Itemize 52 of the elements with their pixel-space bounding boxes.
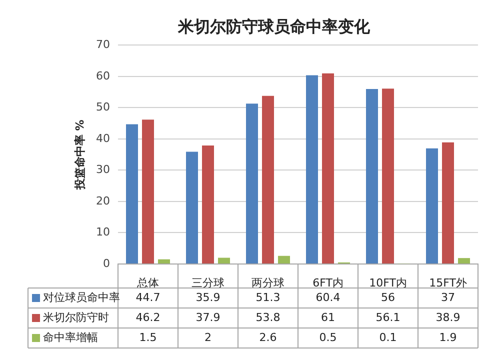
data-label: 35.9 <box>196 290 220 304</box>
y-tick-label: 50 <box>96 100 110 114</box>
data-label: 51.3 <box>256 290 280 304</box>
data-label: 53.8 <box>256 310 280 324</box>
bar <box>142 120 154 264</box>
data-label: 37 <box>441 290 455 304</box>
y-axis-title: 投篮命中率 % <box>73 120 86 191</box>
bar <box>322 73 334 264</box>
bar <box>458 258 470 264</box>
y-tick-label: 10 <box>96 226 110 239</box>
y-tick-label: 0 <box>103 256 110 270</box>
data-label: 56.1 <box>376 310 400 324</box>
bar <box>366 88 378 264</box>
data-label: 1.5 <box>139 330 157 344</box>
data-label: 60.4 <box>316 290 340 304</box>
data-label: 2.6 <box>259 330 277 344</box>
bar <box>218 258 230 264</box>
chart-title: 米切尔防守球员命中率变化 <box>177 16 371 36</box>
data-label: 61 <box>321 310 335 324</box>
bar <box>382 88 394 264</box>
data-label: 56 <box>381 290 395 304</box>
y-tick-label: 20 <box>96 194 110 208</box>
data-label: 2 <box>204 330 212 344</box>
x-tick-label: 15FT外 <box>429 276 467 290</box>
data-label: 46.2 <box>136 310 160 324</box>
data-label: 38.9 <box>436 310 460 324</box>
y-tick-label: 70 <box>96 38 110 52</box>
legend-label: 米切尔防守时 <box>43 310 109 324</box>
bar <box>158 259 170 264</box>
y-tick-label: 40 <box>96 132 110 145</box>
bar <box>246 104 258 264</box>
x-tick-label: 三分球 <box>192 276 224 290</box>
bar <box>442 142 454 264</box>
x-tick-label: 两分球 <box>252 276 284 290</box>
bar <box>202 146 214 264</box>
data-label: 0.1 <box>379 330 397 344</box>
data-label: 1.9 <box>439 330 457 344</box>
bar <box>306 75 318 264</box>
x-tick-label: 10FT内 <box>369 276 407 290</box>
bar <box>426 148 438 264</box>
y-tick-label: 30 <box>96 163 110 176</box>
legend-label: 命中率增幅 <box>43 330 98 344</box>
legend-label: 对位球员命中率 <box>43 290 120 304</box>
bar <box>262 96 274 264</box>
y-tick-label: 60 <box>96 69 110 82</box>
bar <box>186 152 198 264</box>
bar <box>126 124 138 264</box>
data-label: 0.5 <box>319 330 337 344</box>
data-label: 37.9 <box>196 310 220 324</box>
bar <box>278 256 290 264</box>
x-tick-label: 6FT内 <box>312 276 344 290</box>
data-label: 44.7 <box>136 290 160 304</box>
